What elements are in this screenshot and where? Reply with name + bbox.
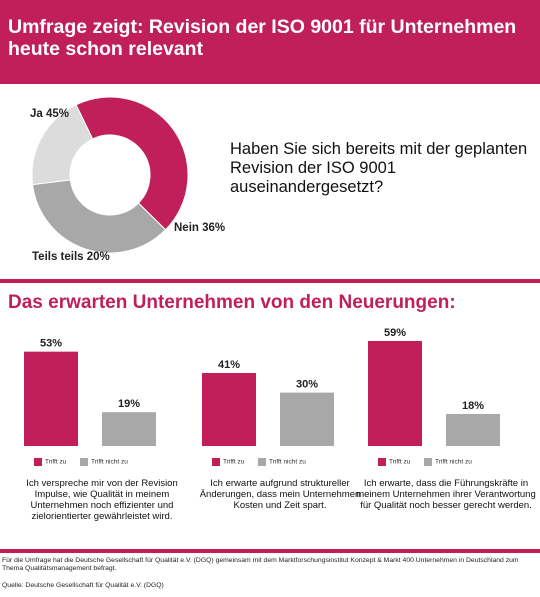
bar-chart-2: 41% 30% Trifft zu Trifft nicht zu Ich erw…	[190, 318, 370, 543]
bar-chart-2-plot: 41% 30%	[202, 359, 334, 446]
bar-chart-3: 59% 18% Trifft zu Trifft nicht zu Ich erw…	[356, 318, 536, 543]
legend-item-applies: Trifft zu	[378, 458, 410, 466]
legend: Trifft zu Trifft nicht zu	[356, 458, 536, 474]
bar-applies	[24, 351, 78, 446]
legend-swatch-not-applies	[80, 458, 88, 466]
survey-question: Haben Sie sich bereits mit der geplanten…	[230, 140, 528, 196]
bar-chart-2-caption: Ich erwarte aufgrund struktureller Änder…	[199, 478, 361, 511]
pie-label-ja: Ja 45%	[30, 108, 70, 120]
pie-slice-nein	[32, 179, 167, 254]
section-divider	[0, 279, 540, 283]
bar-not-applies	[102, 412, 156, 446]
bar-value-label: 41%	[218, 359, 240, 371]
pie-label-teils: Teils teils 20%	[32, 251, 110, 263]
bar-chart-1: 53% 19% Trifft zu Trifft nicht zu Ich ver…	[12, 318, 192, 543]
legend-label-applies: Trifft zu	[389, 458, 411, 466]
legend-swatch-applies	[34, 458, 42, 466]
pie-slice-teils	[31, 104, 94, 186]
bar-not-applies	[280, 392, 334, 446]
bar-chart-1-caption: Ich verspreche mir von der Revision Impu…	[26, 478, 178, 522]
bar-not-applies	[446, 413, 500, 446]
legend: Trifft zu Trifft nicht zu	[190, 458, 370, 474]
header-banner: Umfrage zeigt: Revision der ISO 9001 für…	[0, 0, 540, 84]
footer-divider	[0, 549, 540, 553]
bar-applies	[368, 340, 422, 446]
source-note: Quelle: Deutsche Gesellschaft für Qualit…	[2, 582, 164, 589]
pie-label-nein: Nein 36%	[174, 222, 226, 234]
legend-label-not-applies: Trifft nicht zu	[435, 458, 472, 466]
donut-chart	[31, 96, 189, 254]
page-title: Umfrage zeigt: Revision der ISO 9001 für…	[8, 16, 517, 60]
legend-item-applies: Trifft zu	[212, 458, 244, 466]
legend-item-not-applies: Trifft nicht zu	[80, 458, 128, 466]
legend-label-not-applies: Trifft nicht zu	[269, 458, 306, 466]
bar-value-label: 59%	[384, 327, 406, 339]
survey-footnote: Für die Umfrage hat die Deutsche Gesells…	[2, 557, 519, 572]
bar-applies	[202, 373, 256, 446]
bar-chart-1-plot: 53% 19%	[24, 338, 156, 446]
legend-swatch-not-applies	[424, 458, 432, 466]
bar-value-label: 30%	[296, 379, 318, 391]
bar-chart-3-caption: Ich erwarte, dass die Führungskräfte in …	[356, 478, 536, 511]
bar-value-label: 19%	[118, 398, 140, 410]
bar-value-label: 53%	[40, 338, 62, 350]
legend: Trifft zu Trifft nicht zu	[12, 458, 192, 474]
legend-swatch-applies	[212, 458, 220, 466]
pie-slice-ja	[75, 96, 189, 231]
section-title: Das erwarten Unternehmen von den Neuerun…	[8, 292, 456, 313]
legend-swatch-not-applies	[258, 458, 266, 466]
legend-label-not-applies: Trifft nicht zu	[91, 458, 128, 466]
legend-item-not-applies: Trifft nicht zu	[424, 458, 472, 466]
legend-label-applies: Trifft zu	[45, 458, 67, 466]
legend-item-not-applies: Trifft nicht zu	[258, 458, 306, 466]
bar-chart-3-plot: 59% 18%	[368, 327, 500, 446]
legend-item-applies: Trifft zu	[34, 458, 66, 466]
legend-swatch-applies	[378, 458, 386, 466]
legend-label-applies: Trifft zu	[223, 458, 245, 466]
bar-value-label: 18%	[462, 400, 484, 412]
